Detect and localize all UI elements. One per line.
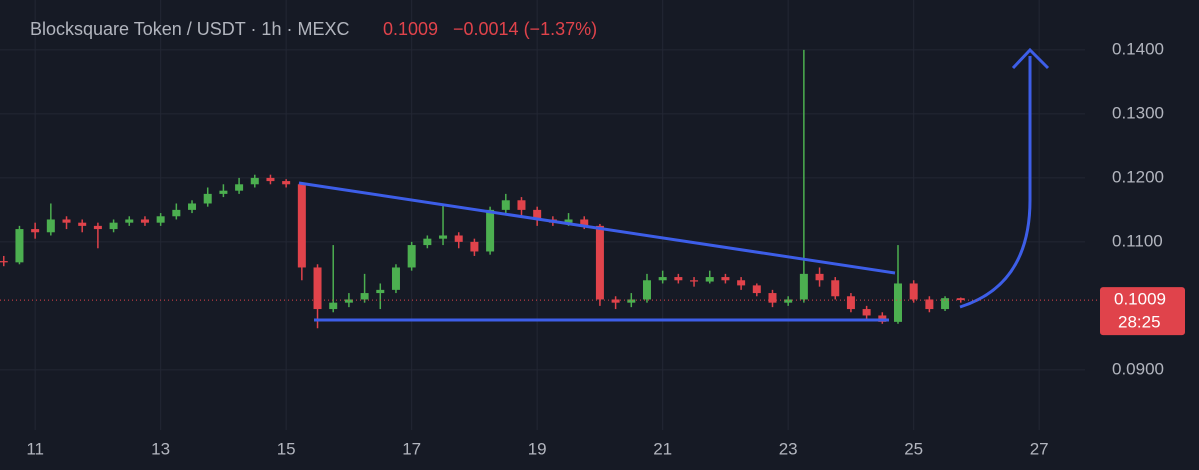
candle-body [407, 245, 416, 268]
candle-body [93, 225, 102, 230]
x-tick-label: 15 [277, 439, 296, 458]
arrow-head [1011, 47, 1050, 70]
candle-body [721, 277, 730, 281]
candle-body [941, 298, 950, 310]
x-tick-label: 21 [653, 439, 672, 458]
x-tick-label: 11 [26, 439, 44, 458]
candle-body [956, 298, 965, 301]
candle-body [831, 280, 840, 297]
candle-body [46, 219, 55, 233]
candle-body [31, 229, 40, 233]
candle-body [78, 222, 87, 226]
candle-body [15, 229, 24, 263]
candle-body [846, 296, 855, 310]
candle-body [439, 235, 448, 239]
candle-body [690, 280, 699, 282]
arrow [959, 56, 1032, 309]
candle-body [344, 299, 353, 303]
candle-body [219, 190, 228, 194]
x-tick-label: 17 [402, 439, 421, 458]
y-tick-label: 0.1200 [1112, 167, 1164, 186]
trendline [298, 181, 896, 275]
price-label-box [1100, 287, 1185, 336]
candle-body [893, 283, 902, 322]
x-tick-label: 25 [904, 439, 923, 458]
countdown: 28:25 [1118, 313, 1161, 332]
y-tick-label: 0.1400 [1112, 39, 1164, 58]
candle-body [580, 219, 589, 226]
candle-body [376, 289, 385, 294]
candle-body [423, 238, 432, 246]
y-tick-label: 0.1100 [1112, 231, 1163, 250]
x-tick-label: 27 [1030, 439, 1049, 458]
candle-body [642, 280, 651, 300]
candle-body [486, 209, 495, 252]
candle-body [454, 235, 463, 242]
candle-body [862, 309, 871, 316]
candle-body [925, 299, 934, 310]
chart-title: Blocksquare Token / USDT · 1h · MEXC [30, 19, 349, 39]
x-tick-label: 19 [528, 439, 547, 458]
candle-body [784, 299, 793, 303]
price-change: −0.0014 (−1.37%) [453, 19, 597, 39]
candle-body [768, 293, 777, 303]
y-tick-label: 0.1300 [1112, 103, 1164, 122]
candle-body [611, 299, 620, 303]
candle-body [188, 203, 197, 210]
candle-body [752, 285, 761, 294]
candle-body [62, 219, 71, 223]
candle-body [0, 261, 8, 263]
candle-body [627, 299, 636, 303]
candle-body [109, 222, 118, 230]
candle-body [156, 216, 165, 223]
candle-body [266, 177, 275, 182]
candle-body [533, 209, 542, 220]
candle-body [125, 219, 134, 223]
candle-body [564, 219, 573, 223]
candle-body [172, 209, 181, 217]
price-label: 0.1009 [1114, 290, 1166, 309]
candle-body [282, 181, 291, 185]
candle-body [799, 273, 808, 300]
candle-body [203, 193, 212, 204]
candle-body [235, 184, 244, 191]
last-price: 0.1009 [383, 19, 438, 39]
candle-body [360, 293, 369, 300]
candle-body [595, 225, 604, 300]
candle-body [313, 267, 322, 310]
candle-body [329, 302, 338, 310]
x-tick-label: 23 [779, 439, 798, 458]
candle-body [140, 219, 149, 223]
candle-body [705, 277, 714, 282]
candle-body [470, 241, 479, 252]
candle-body [909, 283, 918, 300]
x-tick-label: 13 [151, 439, 170, 458]
candle-body [658, 277, 667, 281]
candle-body [250, 177, 259, 185]
candle-body [391, 267, 400, 290]
candle-body [674, 277, 683, 281]
candle-body [297, 184, 306, 268]
y-tick-label: 0.0900 [1112, 359, 1164, 378]
candle-body [737, 280, 746, 286]
candle-body [815, 273, 824, 281]
candle-body [501, 200, 510, 210]
candle-body [517, 200, 526, 210]
